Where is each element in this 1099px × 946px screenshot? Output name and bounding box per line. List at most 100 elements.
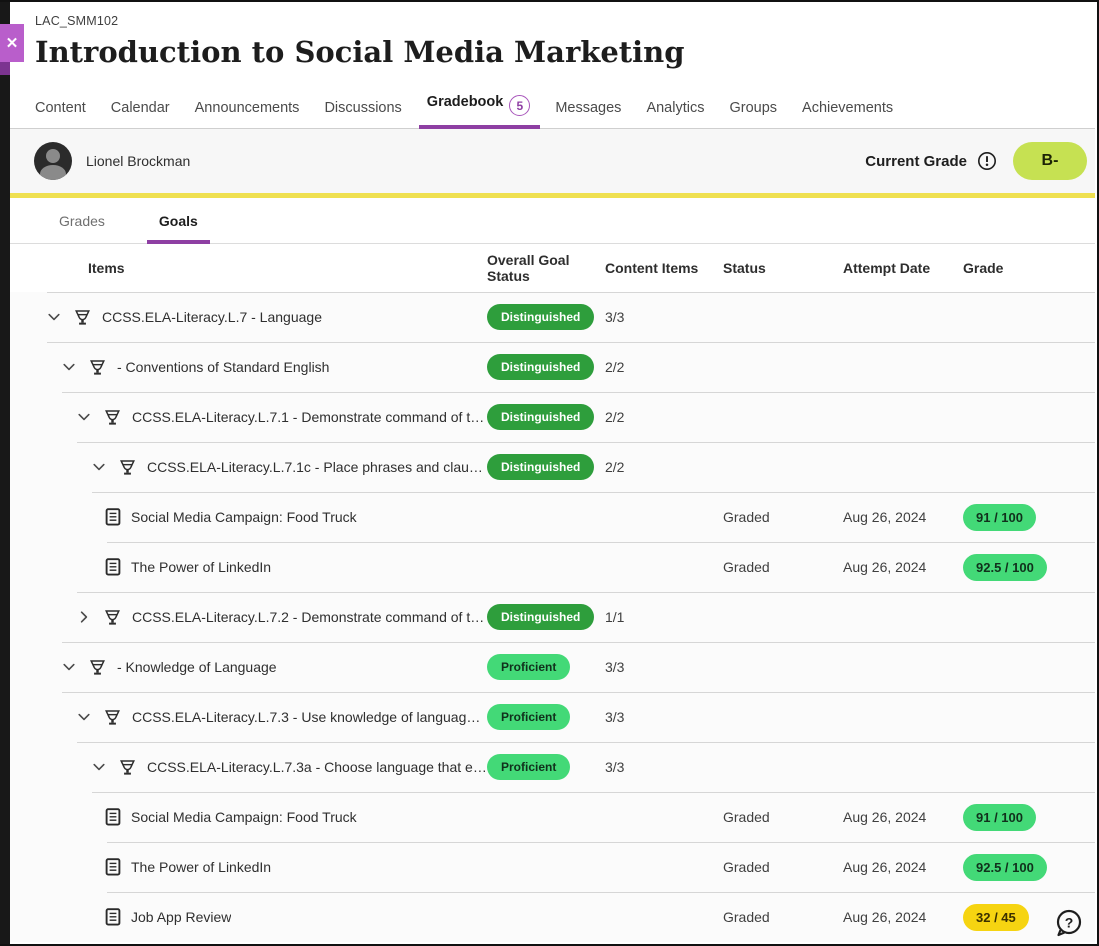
column-header-items: Items [10, 260, 487, 276]
table-row-goal[interactable]: - Knowledge of Language Proficient 3/3 [10, 642, 1095, 692]
goal-title: - Knowledge of Language [117, 659, 277, 675]
collapsed-sidebar [0, 2, 10, 944]
content-item-title: Job App Review [131, 909, 231, 925]
table-row-goal[interactable]: CCSS.ELA-Literacy.L.7.2 - Demonstrate co… [10, 592, 1095, 642]
goal-trophy-icon [103, 708, 122, 727]
tab-discussions[interactable]: Discussions [324, 100, 401, 128]
svg-text:?: ? [1065, 915, 1074, 931]
row-divider [47, 292, 1095, 293]
goal-title: CCSS.ELA-Literacy.L.7.1c - Place phrases… [147, 459, 487, 475]
goal-title: - Conventions of Standard English [117, 359, 329, 375]
grade-pill: 32 / 45 [963, 904, 1029, 931]
content-item-title: The Power of LinkedIn [131, 859, 271, 875]
table-row-content-item[interactable]: The Power of LinkedIn Graded Aug 26, 202… [10, 842, 1095, 892]
tab-goals[interactable]: Goals [147, 213, 210, 243]
content-item-title: The Power of LinkedIn [131, 559, 271, 575]
student-summary-bar: Lionel Brockman Current Grade B- [10, 129, 1095, 193]
goals-table-header: Items Overall Goal Status Content Items … [10, 244, 1095, 292]
table-row-goal[interactable]: CCSS.ELA-Literacy.L.7 - Language Disting… [10, 292, 1095, 342]
document-icon [105, 808, 121, 826]
table-row-goal[interactable]: CCSS.ELA-Literacy.L.7.3a - Choose langua… [10, 742, 1095, 792]
goal-title: CCSS.ELA-Literacy.L.7.2 - Demonstrate co… [132, 609, 487, 625]
document-icon [105, 908, 121, 926]
status-value: Graded [723, 809, 843, 825]
attempt-date-value: Aug 26, 2024 [843, 809, 963, 825]
goal-trophy-icon [118, 758, 137, 777]
overall-grade-pill: B- [1013, 142, 1087, 180]
tab-content[interactable]: Content [35, 100, 86, 128]
chevron-right-icon[interactable] [75, 608, 93, 626]
tab-analytics[interactable]: Analytics [646, 100, 704, 128]
goal-status-badge: Distinguished [487, 604, 594, 630]
table-row-content-item[interactable]: Social Media Campaign: Food Truck Graded… [10, 792, 1095, 842]
content-items-count: 2/2 [605, 409, 723, 425]
row-divider [107, 842, 1095, 843]
goal-status-badge: Distinguished [487, 304, 594, 330]
tab-groups[interactable]: Groups [729, 100, 777, 128]
close-icon[interactable]: ✕ [0, 24, 24, 62]
help-icon[interactable]: ? [1053, 908, 1085, 940]
document-icon [105, 558, 121, 576]
tab-gradebook[interactable]: Gradebook 5 [427, 94, 531, 129]
content-item-title: Social Media Campaign: Food Truck [131, 809, 357, 825]
course-navigation: Content Calendar Announcements Discussio… [10, 90, 1095, 129]
page-title: Introduction to Social Media Marketing [35, 35, 1095, 69]
table-row-content-item[interactable]: The Power of LinkedIn Graded Aug 26, 202… [10, 542, 1095, 592]
column-header-attempt-date: Attempt Date [843, 260, 963, 276]
tab-gradebook-label: Gradebook [427, 94, 504, 110]
chevron-down-icon[interactable] [75, 408, 93, 426]
row-divider [47, 342, 1095, 343]
content-items-count: 3/3 [605, 709, 723, 725]
row-divider [77, 592, 1095, 593]
avatar [34, 142, 72, 180]
goal-trophy-icon [88, 358, 107, 377]
table-row-goal[interactable]: CCSS.ELA-Literacy.L.7.1 - Demonstrate co… [10, 392, 1095, 442]
goal-trophy-icon [73, 308, 92, 327]
course-header: LAC_SMM102 Introduction to Social Media … [10, 4, 1095, 90]
table-row-goal[interactable]: CCSS.ELA-Literacy.L.7.3 - Use knowledge … [10, 692, 1095, 742]
table-row-content-item[interactable]: Job App Review Graded Aug 26, 2024 32 / … [10, 892, 1095, 942]
content-items-count: 2/2 [605, 359, 723, 375]
tab-calendar[interactable]: Calendar [111, 100, 170, 128]
table-row-content-item[interactable]: Social Media Campaign: Food Truck Graded… [10, 492, 1095, 542]
attempt-date-value: Aug 26, 2024 [843, 509, 963, 525]
goal-title: CCSS.ELA-Literacy.L.7.3a - Choose langua… [147, 759, 487, 775]
goal-title: CCSS.ELA-Literacy.L.7.1 - Demonstrate co… [132, 409, 487, 425]
status-value: Graded [723, 859, 843, 875]
column-header-grade: Grade [963, 260, 1095, 276]
tab-messages[interactable]: Messages [555, 100, 621, 128]
grade-pill: 92.5 / 100 [963, 854, 1047, 881]
chevron-down-icon[interactable] [60, 658, 78, 676]
goal-trophy-icon [118, 458, 137, 477]
chevron-down-icon[interactable] [75, 708, 93, 726]
goal-trophy-icon [103, 408, 122, 427]
row-divider [77, 742, 1095, 743]
column-header-overall-goal-status: Overall Goal Status [487, 252, 605, 284]
current-grade-label: Current Grade [865, 153, 967, 170]
content-items-count: 3/3 [605, 659, 723, 675]
chevron-down-icon[interactable] [60, 358, 78, 376]
info-icon[interactable] [977, 151, 997, 171]
close-button-ribbon [0, 62, 10, 75]
goal-status-badge: Proficient [487, 704, 570, 730]
chevron-down-icon[interactable] [45, 308, 63, 326]
row-divider [77, 442, 1095, 443]
row-divider [92, 792, 1095, 793]
course-id: LAC_SMM102 [35, 14, 1095, 28]
column-header-status: Status [723, 260, 843, 276]
status-value: Graded [723, 559, 843, 575]
chevron-down-icon[interactable] [90, 758, 108, 776]
content-item-title: Social Media Campaign: Food Truck [131, 509, 357, 525]
tab-achievements[interactable]: Achievements [802, 100, 893, 128]
gradebook-count-badge: 5 [509, 95, 530, 116]
table-row-goal[interactable]: - Conventions of Standard English Distin… [10, 342, 1095, 392]
tab-announcements[interactable]: Announcements [195, 100, 300, 128]
tab-grades[interactable]: Grades [47, 213, 117, 243]
table-row-goal[interactable]: CCSS.ELA-Literacy.L.7.1c - Place phrases… [10, 442, 1095, 492]
chevron-down-icon[interactable] [90, 458, 108, 476]
goal-status-badge: Proficient [487, 754, 570, 780]
goal-title: CCSS.ELA-Literacy.L.7 - Language [102, 309, 322, 325]
gradebook-subtabs: Grades Goals [10, 198, 1095, 244]
grade-pill: 91 / 100 [963, 804, 1036, 831]
course-window: ✕ LAC_SMM102 Introduction to Social Medi… [0, 0, 1099, 946]
